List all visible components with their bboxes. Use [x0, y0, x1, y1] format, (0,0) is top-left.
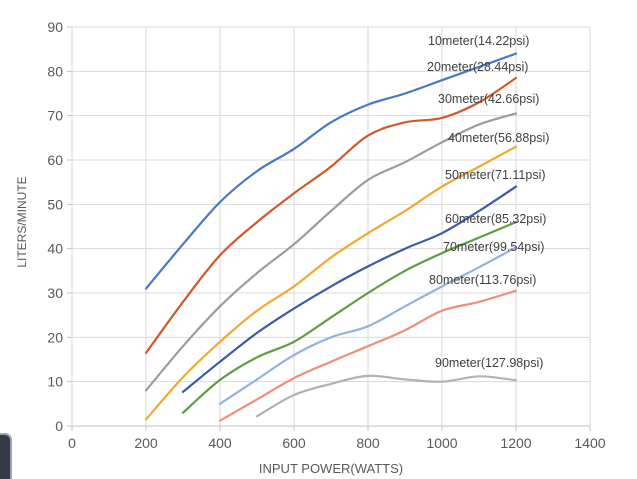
series-label-30meter: 30meter(42.66psi) — [438, 92, 539, 106]
y-tick-label: 80 — [47, 63, 63, 79]
background-window-edge — [0, 433, 12, 479]
x-axis-title: INPUT POWER(WATTS) — [259, 461, 403, 476]
x-tick-label: 0 — [68, 435, 76, 451]
x-tick-label: 400 — [208, 435, 232, 451]
series-label-40meter: 40meter(56.88psi) — [448, 131, 549, 145]
series-line-80meter — [218, 289, 518, 422]
x-tick-label: 800 — [356, 435, 380, 451]
series-label-70meter: 70meter(99.54psi) — [443, 240, 544, 254]
series-line-30meter — [144, 112, 518, 392]
y-tick-label: 50 — [47, 196, 63, 212]
x-tick-label: 1400 — [574, 435, 605, 451]
label-layer: 10meter(14.22psi) 20meter(28.44psi) 30mete… — [427, 34, 549, 370]
y-tick-label: 90 — [47, 19, 63, 35]
series-label-80meter: 80meter(113.76psi) — [429, 273, 536, 287]
series-label-60meter: 60meter(85.32psi) — [445, 212, 546, 226]
grid-layer: 0 10 20 30 40 50 60 70 80 90 0 200 400 600 800 1000 1200… — [47, 19, 605, 451]
series-line-40meter — [144, 145, 518, 421]
x-tick-label: 1200 — [500, 435, 531, 451]
y-tick-label: 70 — [47, 108, 63, 124]
x-tick-label: 1000 — [426, 435, 457, 451]
x-tick-label: 600 — [282, 435, 306, 451]
y-tick-label: 10 — [47, 374, 63, 390]
y-tick-label: 20 — [47, 329, 63, 345]
series-line-10meter — [144, 52, 518, 290]
series-line-60meter — [181, 221, 518, 414]
y-tick-label: 60 — [47, 152, 63, 168]
x-tick-label: 200 — [134, 435, 158, 451]
y-tick-label: 40 — [47, 241, 63, 257]
series-label-20meter: 20meter(28.44psi) — [427, 60, 528, 74]
series-label-90meter: 90meter(127.98psi) — [435, 356, 543, 370]
series-label-10meter: 10meter(14.22psi) — [428, 34, 529, 48]
series-label-50meter: 50meter(71.11psi) — [445, 168, 546, 182]
y-axis-title: LITERS/MINUTE — [15, 176, 29, 267]
series-line-90meter — [255, 374, 518, 418]
series-line-70meter — [218, 246, 518, 405]
series-layer — [144, 52, 518, 422]
series-line-20meter — [144, 76, 518, 354]
series-line-50meter — [181, 185, 518, 393]
y-tick-label: 30 — [47, 285, 63, 301]
y-tick-label: 0 — [55, 418, 63, 434]
